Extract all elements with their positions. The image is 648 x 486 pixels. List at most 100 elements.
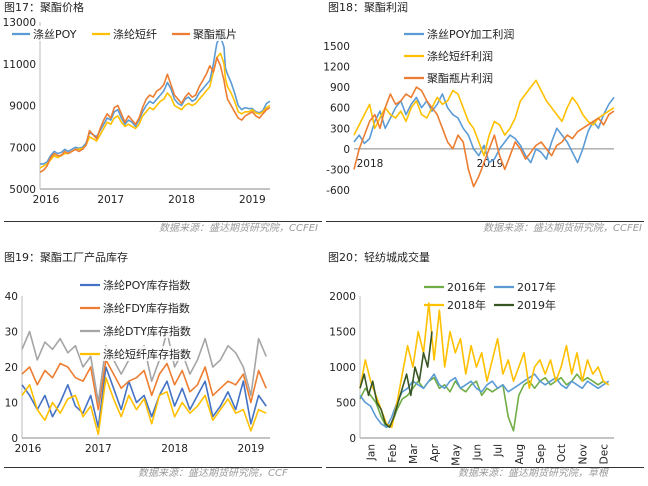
x-tick-label: 2017 — [85, 443, 112, 455]
x-tick-label: Oct — [556, 444, 568, 462]
legend-label: 2016年 — [447, 280, 486, 294]
y-tick-label: 5000 — [9, 184, 36, 196]
legend-label: 涤纶POY库存指数 — [103, 278, 190, 292]
x-tick-label: Jul — [493, 444, 505, 458]
y-tick-label: 0 — [349, 433, 356, 445]
chart-polyester-price: 5000 7000 9000 11000 13000 2016 2017 2018 2019 涤丝… — [3, 17, 271, 206]
divider — [326, 221, 644, 222]
y-tick-label: 1500 — [324, 41, 350, 53]
chart-title: 图19：聚酯工厂产品库存 — [4, 251, 128, 264]
divider — [4, 467, 322, 468]
panel-polyester-price: 图17：聚酯价格 5000 7000 9000 11000 13000 2016 2017 2… — [0, 0, 324, 243]
x-tick-label: 2016 — [33, 194, 60, 206]
y-tick-label: 0 — [11, 433, 18, 445]
y-tick-label: 300 — [330, 123, 350, 135]
x-tick-label: Jan — [366, 444, 378, 461]
y-tick-label: 20 — [5, 362, 18, 374]
legend-label-bg — [516, 279, 558, 294]
legend-label: 2017年 — [517, 280, 556, 294]
series-line — [359, 302, 610, 429]
legend-label-bg — [32, 26, 79, 41]
legend-label: 涤纶DTY库存指数 — [103, 324, 191, 338]
x-tick-label: 2019 — [477, 158, 504, 170]
y-tick-label: 7000 — [9, 142, 36, 154]
y-tick-label: 900 — [330, 82, 350, 94]
chart-factory-inventory: 0 10 20 30 40 2016 2017 2018 2019 涤纶POY库存指数涤纶FDY库… — [5, 277, 270, 455]
data-source: 数据来源：盛达期货研究院，CCFEI — [483, 223, 642, 234]
series-line — [21, 366, 267, 429]
y-tick-label: -600 — [326, 185, 350, 197]
x-tick-label: 2019 — [238, 443, 265, 455]
x-tick-label: May — [450, 444, 462, 466]
series-line — [359, 331, 433, 429]
x-tick-label: Aug — [514, 444, 526, 465]
legend-label-bg — [446, 297, 488, 312]
legend-label: 涤纶FDY库存指数 — [103, 301, 190, 315]
legend-label-bg — [192, 26, 239, 41]
x-tick-label: Feb — [387, 444, 399, 463]
x-tick-label: 2019 — [239, 194, 266, 206]
y-tick-label: 9000 — [9, 101, 36, 113]
divider — [4, 221, 322, 222]
series-line — [353, 86, 615, 188]
series-line — [21, 330, 267, 404]
legend-label-bg — [426, 26, 517, 41]
y-tick-label: 1000 — [329, 362, 356, 374]
x-tick-label: Mar — [408, 443, 420, 463]
legend-label-bg — [102, 277, 193, 292]
data-source: 数据来源：盛达期货研究院，CCF — [138, 468, 288, 479]
x-tick-label: Apr — [429, 443, 441, 462]
y-tick-label: 500 — [336, 398, 356, 410]
series-line — [353, 93, 615, 164]
legend-label-bg — [426, 70, 495, 85]
series-line — [353, 79, 615, 157]
series-line — [39, 52, 271, 169]
legend-label-bg — [112, 26, 159, 41]
x-tick-label: 2018 — [161, 443, 188, 455]
x-tick-label: Dec — [598, 444, 610, 465]
legend-label-bg — [426, 48, 495, 63]
x-tick-label: 2018 — [168, 194, 195, 206]
series-line — [21, 376, 267, 436]
legend-label: 聚酯瓶片利润 — [427, 71, 493, 85]
legend-label-bg — [516, 297, 558, 312]
legend-label: 涤丝POY加工利润 — [427, 27, 514, 41]
y-tick-label: 13000 — [3, 17, 36, 29]
y-tick-label: 30 — [5, 327, 18, 339]
x-tick-label: 2017 — [97, 194, 124, 206]
x-tick-label: 2018 — [357, 158, 384, 170]
y-tick-label: 1200 — [324, 62, 350, 74]
x-tick-label: Nov — [577, 444, 589, 465]
legend-label-bg — [102, 323, 193, 338]
series-line — [39, 56, 271, 173]
y-tick-label: 40 — [5, 291, 18, 303]
legend-label-bg — [102, 300, 192, 315]
legend-label: 涤纶短纤利润 — [427, 49, 493, 63]
y-tick-label: 0 — [343, 144, 350, 156]
panel-factory-inventory: 图19：聚酯工厂产品库存 0 10 20 30 40 2016 2017 2018 2019 涤纶… — [0, 243, 324, 486]
y-tick-label: 600 — [330, 103, 350, 115]
chart-title: 图18：聚酯利润 — [328, 1, 408, 14]
y-tick-label: 2000 — [329, 291, 356, 303]
chart-title: 图17：聚酯价格 — [4, 1, 84, 14]
legend-label-bg — [102, 346, 193, 361]
panel-textile-volume: 图20：轻纺城成交量 0 500 1000 1500 2000 Jan Feb Mar Apr M… — [324, 243, 648, 486]
x-tick-label: 2016 — [15, 443, 42, 455]
divider — [326, 467, 644, 468]
legend-label: 涤纶短纤 — [113, 27, 157, 41]
panel-polyester-profit: 图18：聚酯利润 -600 -300 0 300 600 900 1200 1500 2018 2… — [324, 0, 648, 243]
chart-polyester-profit: -600 -300 0 300 600 900 1200 1500 2018 2019 涤丝POY加… — [324, 26, 615, 197]
legend-label-bg — [446, 279, 488, 294]
x-tick-label: Sep — [535, 444, 547, 464]
legend-label: 涤丝POY — [33, 27, 77, 41]
y-tick-label: 11000 — [3, 59, 36, 71]
series-line — [40, 35, 271, 165]
series-line — [359, 373, 610, 432]
y-tick-label: 1500 — [329, 327, 356, 339]
data-source: 数据来源：盛达期货研究院，CCFEI — [159, 223, 318, 234]
chart-textile-volume: 0 500 1000 1500 2000 Jan Feb Mar Apr May Jun Jul Aug… — [329, 279, 614, 466]
y-tick-label: 10 — [5, 398, 18, 410]
legend-label: 2019年 — [517, 298, 556, 312]
data-source: 数据来源：盛达期货研究院，草根 — [458, 468, 608, 479]
y-tick-label: -300 — [326, 164, 350, 176]
